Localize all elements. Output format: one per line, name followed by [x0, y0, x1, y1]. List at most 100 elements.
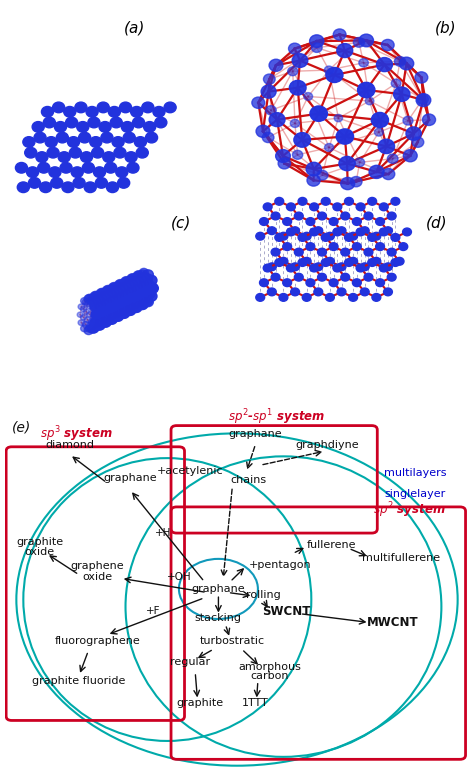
Circle shape [321, 197, 330, 205]
Circle shape [110, 283, 118, 290]
Text: carbon: carbon [250, 671, 289, 681]
Circle shape [91, 298, 97, 304]
Circle shape [101, 287, 111, 296]
Circle shape [93, 301, 99, 306]
Circle shape [27, 167, 39, 177]
Circle shape [51, 178, 63, 188]
Circle shape [112, 295, 124, 305]
Circle shape [341, 177, 355, 190]
Circle shape [121, 287, 132, 297]
Circle shape [112, 303, 124, 314]
Circle shape [119, 102, 132, 113]
Circle shape [119, 279, 129, 287]
Circle shape [67, 137, 80, 148]
Text: (c): (c) [171, 216, 191, 231]
Circle shape [88, 117, 100, 127]
Circle shape [136, 271, 143, 278]
Text: graphite: graphite [176, 698, 223, 708]
Circle shape [41, 106, 54, 117]
Circle shape [368, 259, 376, 267]
Circle shape [302, 257, 311, 265]
Circle shape [155, 117, 167, 127]
Circle shape [102, 300, 108, 305]
Circle shape [36, 152, 48, 162]
Circle shape [341, 212, 350, 220]
Circle shape [260, 279, 268, 287]
Circle shape [101, 132, 113, 143]
Circle shape [87, 312, 93, 317]
Circle shape [113, 282, 123, 291]
Circle shape [133, 294, 140, 299]
Circle shape [119, 304, 126, 310]
Circle shape [128, 305, 137, 312]
Circle shape [97, 306, 109, 317]
Text: graphite fluoride: graphite fluoride [32, 677, 126, 686]
Circle shape [294, 133, 310, 147]
Circle shape [302, 232, 311, 240]
Circle shape [93, 319, 100, 326]
Circle shape [379, 264, 388, 272]
Circle shape [368, 197, 376, 205]
Circle shape [89, 324, 99, 333]
Circle shape [115, 280, 124, 288]
Circle shape [127, 162, 139, 173]
Circle shape [359, 58, 368, 67]
Circle shape [391, 234, 400, 242]
Circle shape [144, 121, 155, 132]
Circle shape [100, 291, 110, 300]
Circle shape [395, 257, 404, 265]
Text: (e): (e) [12, 421, 31, 435]
Circle shape [124, 279, 135, 288]
Circle shape [326, 294, 334, 301]
Circle shape [108, 315, 117, 324]
Circle shape [333, 228, 342, 235]
Text: +acetylenic: +acetylenic [156, 466, 223, 476]
Circle shape [81, 306, 87, 312]
Circle shape [349, 257, 357, 265]
Circle shape [325, 144, 334, 152]
Circle shape [128, 274, 137, 281]
Circle shape [310, 106, 328, 121]
Circle shape [324, 66, 334, 74]
Text: amorphous: amorphous [238, 662, 301, 672]
Circle shape [341, 274, 350, 281]
Circle shape [53, 102, 64, 113]
Circle shape [292, 54, 308, 68]
Circle shape [102, 318, 111, 326]
Circle shape [353, 242, 361, 250]
Circle shape [378, 139, 394, 154]
Circle shape [283, 218, 292, 225]
Circle shape [368, 234, 376, 242]
Circle shape [279, 232, 288, 240]
Circle shape [126, 276, 136, 284]
Circle shape [98, 319, 106, 326]
Circle shape [117, 308, 128, 318]
Circle shape [100, 309, 112, 319]
Circle shape [100, 290, 108, 296]
Circle shape [109, 305, 115, 311]
Text: turbostratic: turbostratic [200, 636, 265, 646]
Circle shape [283, 242, 292, 250]
Circle shape [164, 102, 176, 113]
Circle shape [275, 259, 283, 267]
Circle shape [337, 288, 346, 296]
Circle shape [135, 270, 143, 278]
Circle shape [123, 132, 135, 143]
Circle shape [90, 292, 99, 300]
Circle shape [125, 298, 137, 308]
Circle shape [393, 87, 410, 101]
Text: multilayers: multilayers [383, 468, 446, 478]
Circle shape [321, 259, 330, 267]
Circle shape [260, 218, 268, 225]
Circle shape [91, 309, 103, 320]
Circle shape [126, 307, 136, 315]
Circle shape [125, 289, 137, 300]
Circle shape [110, 117, 122, 127]
Circle shape [115, 286, 121, 292]
Circle shape [127, 306, 136, 314]
Circle shape [269, 59, 283, 71]
Circle shape [329, 242, 338, 250]
Text: diamond: diamond [46, 440, 94, 450]
Circle shape [365, 97, 374, 105]
Circle shape [109, 293, 120, 303]
